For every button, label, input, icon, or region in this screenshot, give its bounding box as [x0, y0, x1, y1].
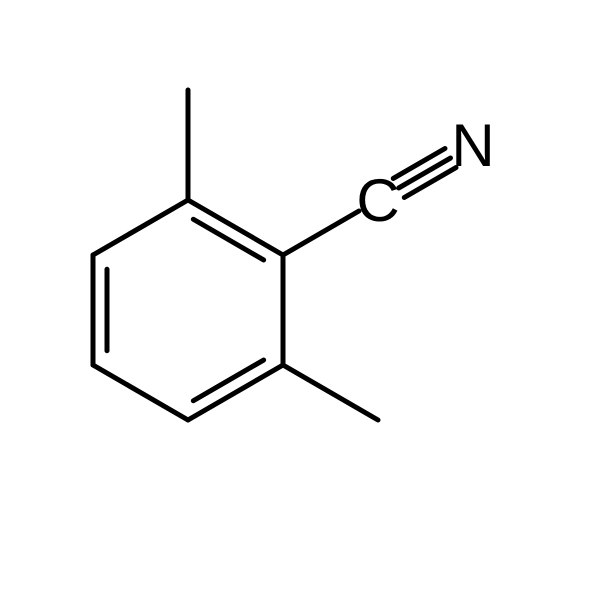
atom-label-c: C: [356, 167, 399, 234]
bond-line: [93, 365, 188, 420]
bond-line: [93, 200, 188, 255]
bond-line: [188, 200, 283, 255]
bond-line: [188, 365, 283, 420]
atom-label-n: N: [451, 112, 494, 179]
molecule-diagram: CN: [0, 0, 600, 600]
bond-line: [283, 365, 378, 420]
bond-line: [283, 211, 359, 255]
